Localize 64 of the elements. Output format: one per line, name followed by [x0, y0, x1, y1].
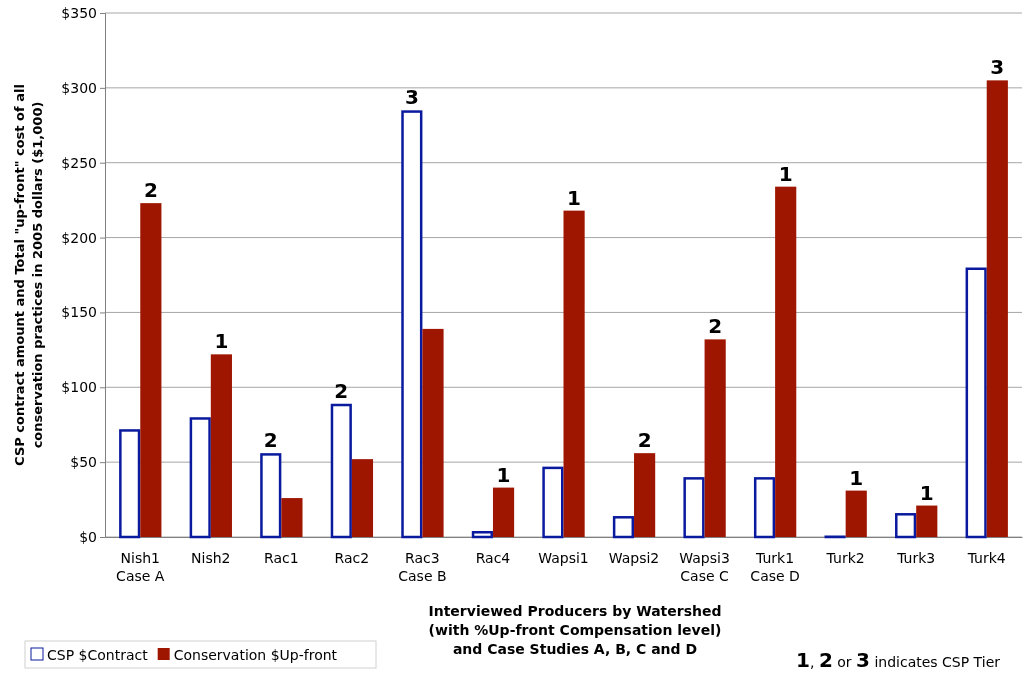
bar [471, 531, 493, 539]
legend-label: CSP $Contract [47, 647, 149, 663]
bar [916, 505, 938, 537]
annotation: 1 [778, 161, 793, 186]
bar [330, 403, 352, 539]
x-tick-label: Nish2 [191, 550, 231, 566]
bar [422, 328, 444, 537]
y-tick-label: $350 [61, 4, 97, 21]
x-tick-label: Wapsi1 [538, 550, 589, 566]
annotation: 2 [637, 428, 652, 453]
bar [119, 429, 141, 539]
annotation: 1 [849, 465, 864, 490]
bar [260, 453, 282, 539]
x-tick-label: Turk4 [966, 550, 1006, 566]
bar [492, 487, 515, 537]
annotation: 2 [263, 428, 278, 453]
y-tick-label: $250 [61, 154, 97, 171]
bar [704, 339, 726, 537]
bar [845, 490, 867, 537]
y-tick-label: $300 [61, 79, 97, 96]
x-tick-label: Rac3 Case B [398, 550, 447, 584]
x-tick-label: Turk1 Case D [750, 550, 800, 584]
legend-label: Conservation $Up-front [173, 647, 338, 663]
annotation: 2 [334, 378, 349, 403]
bar [895, 513, 917, 539]
annotation: 2 [708, 314, 723, 339]
bar [563, 210, 585, 537]
bar [965, 267, 987, 539]
y-tick-label: $50 [70, 454, 97, 471]
x-tick-label: Nish1 Case A [116, 550, 165, 584]
bar [140, 203, 162, 537]
x-tick-label: Turk3 [896, 550, 936, 566]
x-tick-label: Rac2 [334, 550, 370, 566]
annotation: 1 [496, 462, 511, 487]
x-tick-label: Rac1 [264, 550, 299, 566]
x-tick-label: Rac4 [475, 550, 511, 566]
y-tick-label: $0 [79, 528, 97, 545]
x-tick-label: Turk2 [825, 550, 865, 566]
x-tick-label: Wapsi2 [608, 550, 660, 566]
bar [683, 477, 705, 539]
y-axis-title: CSP contract amount and Total "up-front" cost of all conservation practices in 2005 dollars ($1,000) [12, 84, 45, 466]
bar [775, 186, 797, 537]
annotation: 2 [143, 178, 158, 203]
annotation: 3 [990, 55, 1005, 80]
x-axis-title: Interviewed Producers by Watershed (with %Up-front Compensation level) and Case Studies A, B, C and D [428, 603, 722, 657]
bar [753, 477, 776, 539]
annotation: 1 [567, 185, 582, 210]
bar [401, 110, 423, 539]
bar [612, 516, 635, 539]
bar [351, 459, 374, 537]
annotation: 3 [404, 85, 419, 110]
bar [986, 80, 1008, 537]
y-tick-label: $150 [61, 304, 97, 321]
y-tick-label: $100 [61, 379, 97, 396]
y-tick-label: $200 [61, 229, 97, 246]
bar [210, 354, 232, 537]
bar [634, 453, 656, 537]
annotation: 1 [919, 480, 934, 505]
text: 1, 2 or 3 indicates CSP Tier [796, 648, 1001, 672]
annotation: 1 [214, 329, 229, 354]
bar [189, 417, 211, 539]
bar [281, 498, 303, 537]
x-tick-label: Wapsi3 Case C [679, 550, 730, 584]
bar [542, 466, 564, 539]
